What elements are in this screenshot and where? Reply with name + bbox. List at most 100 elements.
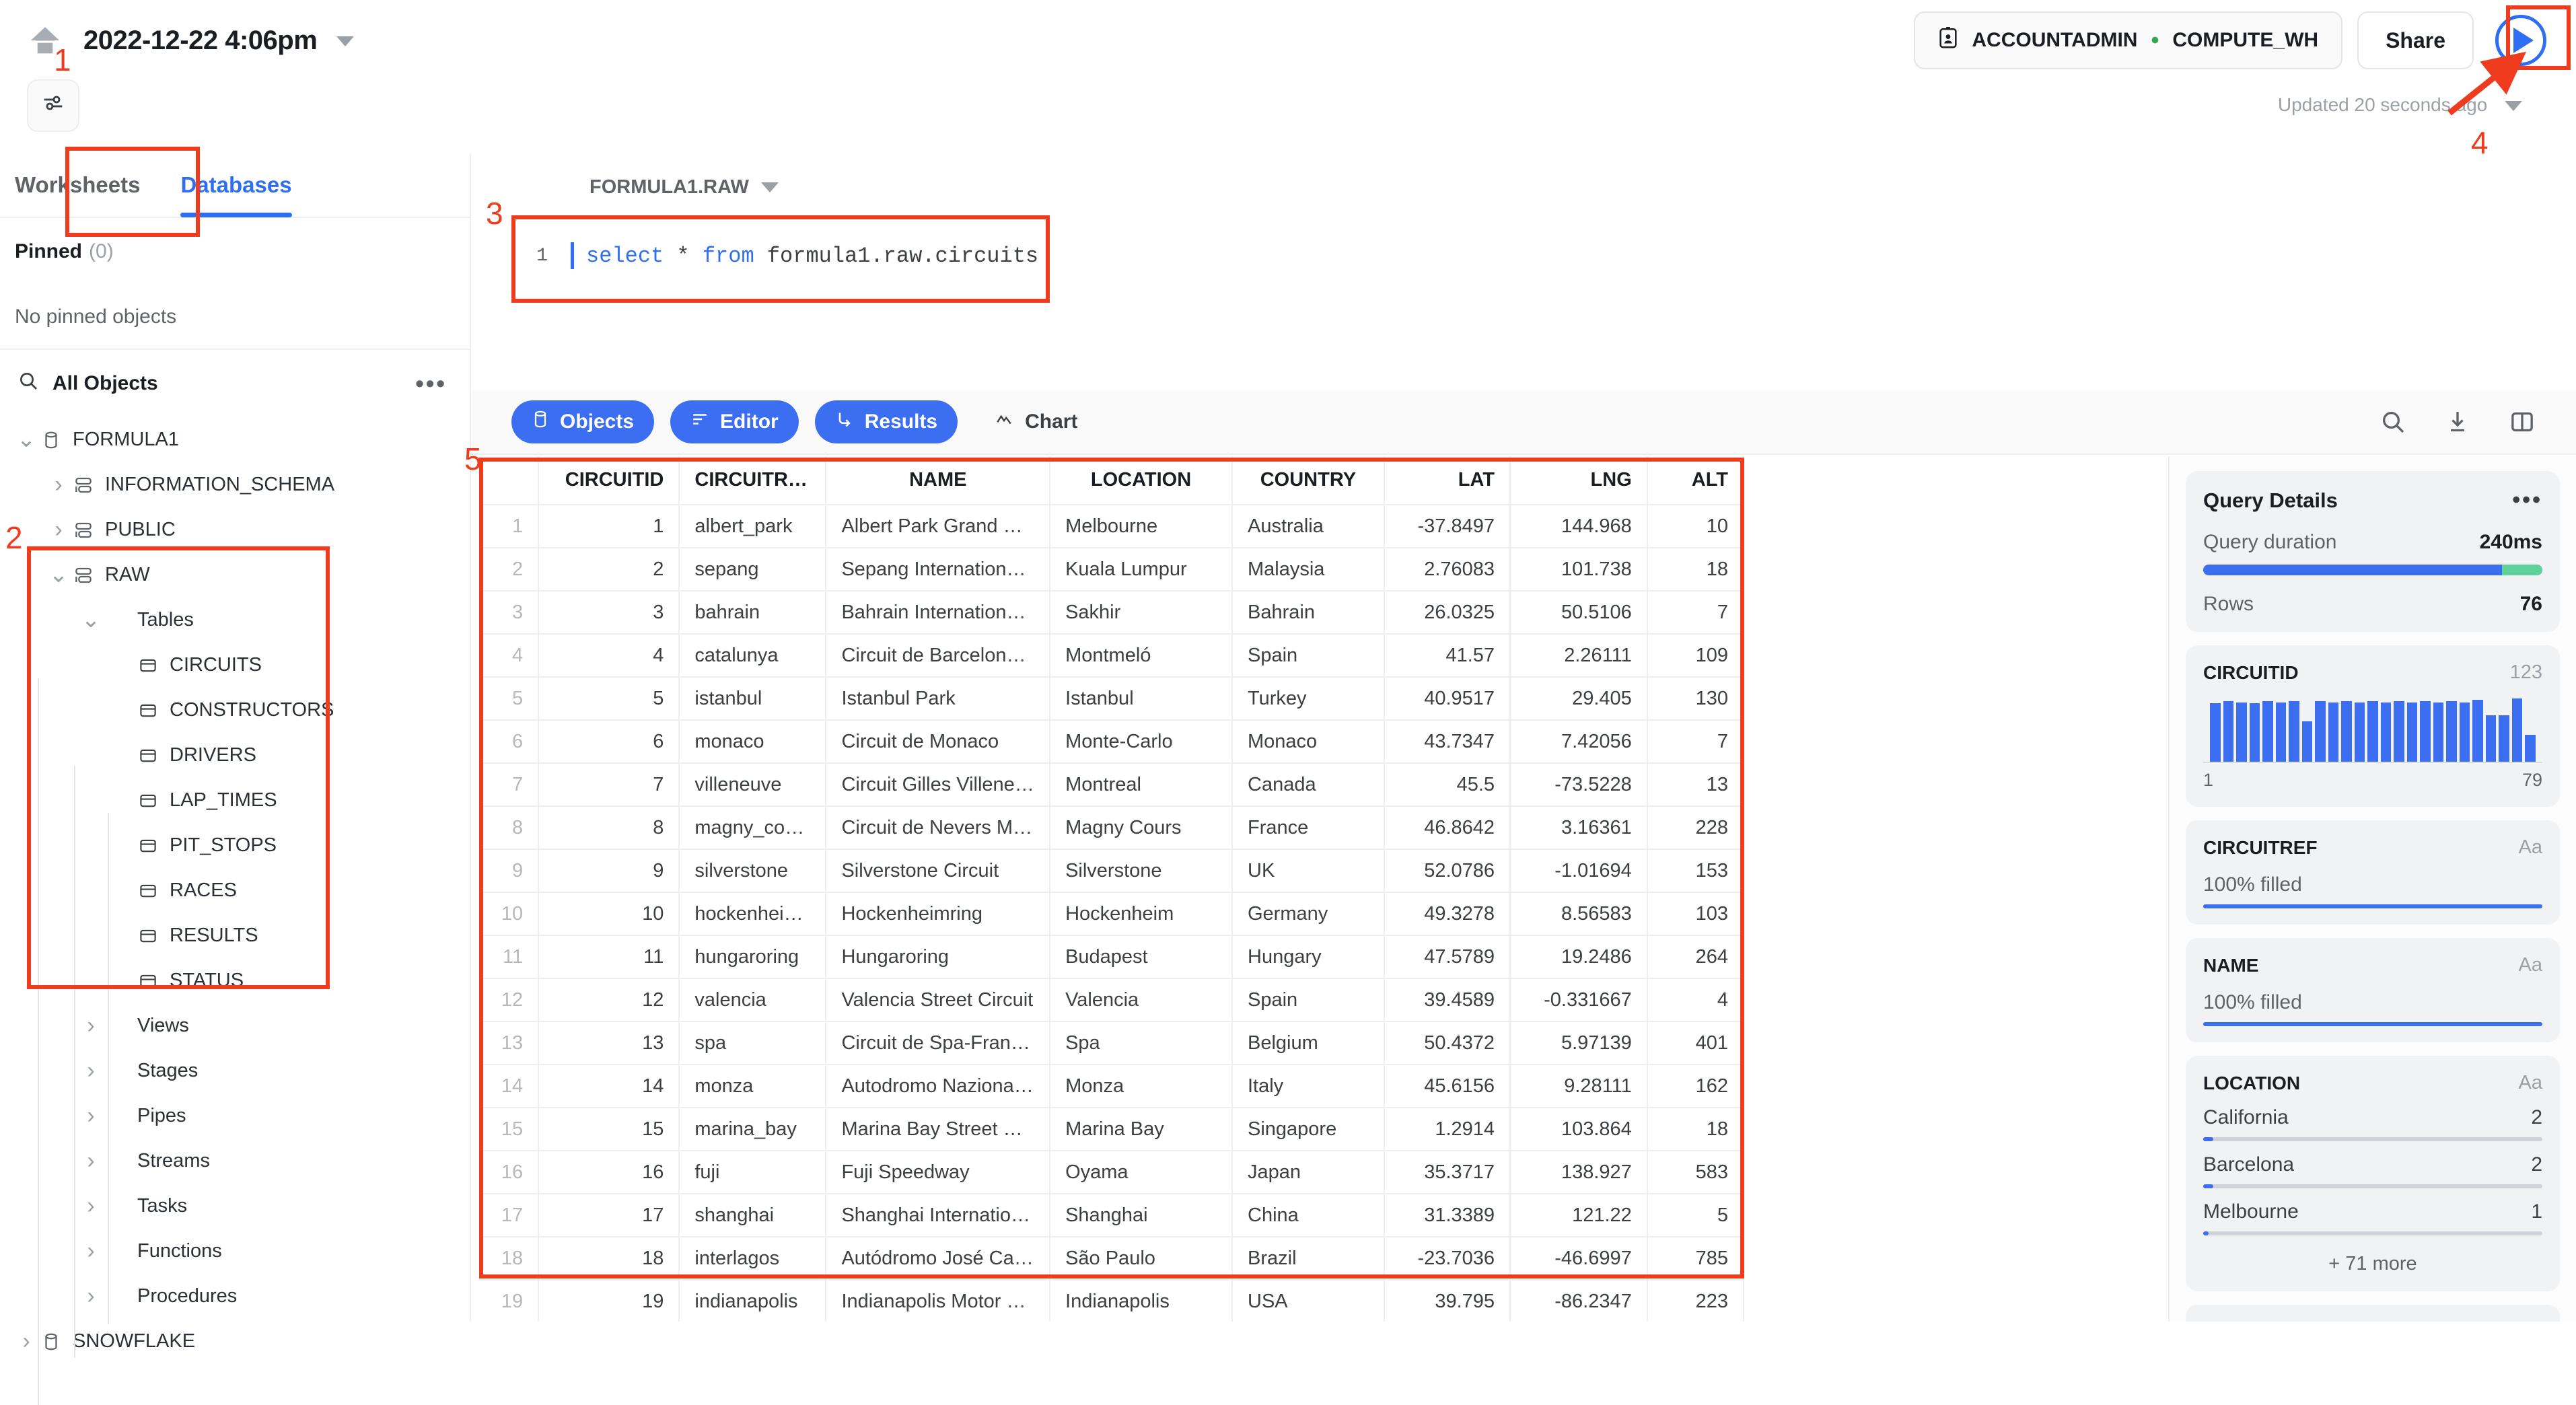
table-col-header[interactable]: ALT bbox=[1647, 456, 1744, 505]
table-cell[interactable]: Montreal bbox=[1050, 763, 1233, 807]
table-cell[interactable]: São Paulo bbox=[1050, 1237, 1233, 1281]
query-details-panel[interactable]: Query Details ••• Query duration 240ms R… bbox=[2168, 456, 2576, 1322]
table-cell[interactable]: monaco bbox=[679, 720, 827, 764]
table-cell[interactable]: fuji bbox=[679, 1151, 827, 1194]
chevron-right-icon[interactable]: › bbox=[87, 1193, 95, 1219]
table-cell[interactable]: 39.795 bbox=[1384, 1280, 1511, 1322]
table-cell[interactable]: 5 bbox=[1647, 1194, 1744, 1237]
table-cell[interactable]: Spain bbox=[1232, 634, 1385, 678]
table-row[interactable]: 12 12 valencia Valencia Street Circuit Valen… bbox=[479, 978, 1744, 1022]
chevron-down-icon[interactable]: ⌄ bbox=[81, 606, 101, 633]
table-cell[interactable]: 19.2486 bbox=[1510, 935, 1648, 979]
table-cell[interactable]: 3 bbox=[538, 591, 680, 635]
table-cell[interactable]: 9.28111 bbox=[1510, 1065, 1648, 1108]
table-cell[interactable]: 4 bbox=[538, 634, 680, 678]
sql-editor[interactable]: 1 select * from formula1.raw.circuits bbox=[506, 218, 1050, 293]
results-table-container[interactable]: CIRCUITID CIRCUITREF NAME LOCATION COUNTRY LA… bbox=[479, 456, 1744, 1322]
tab-chart[interactable]: Chart bbox=[974, 400, 1098, 443]
table-cell[interactable]: 45.6156 bbox=[1384, 1065, 1511, 1108]
table-cell[interactable]: Silverstone bbox=[1050, 849, 1233, 893]
chevron-right-icon[interactable]: › bbox=[22, 1328, 30, 1354]
table-cell[interactable]: 785 bbox=[1647, 1237, 1744, 1281]
table-cell[interactable]: 153 bbox=[1647, 849, 1744, 893]
table-cell[interactable]: 45.5 bbox=[1384, 763, 1511, 807]
table-cell[interactable]: 16 bbox=[538, 1151, 680, 1194]
table-cell[interactable]: 12 bbox=[538, 978, 680, 1022]
table-cell[interactable]: Shanghai bbox=[1050, 1194, 1233, 1237]
table-cell[interactable]: 7.42056 bbox=[1510, 720, 1648, 764]
table-cell[interactable]: UK bbox=[1232, 849, 1385, 893]
table-col-header[interactable]: NAME bbox=[826, 456, 1051, 505]
table-cell[interactable]: 8.56583 bbox=[1510, 892, 1648, 936]
table-cell[interactable]: Singapore bbox=[1232, 1108, 1385, 1151]
table-cell[interactable]: indianapolis bbox=[679, 1280, 827, 1322]
table-cell[interactable]: 109 bbox=[1647, 634, 1744, 678]
table-cell[interactable]: 11 bbox=[538, 935, 680, 979]
table-cell[interactable]: Shanghai International Circuit bbox=[826, 1194, 1051, 1237]
table-cell[interactable]: 103 bbox=[1647, 892, 1744, 936]
table-cell[interactable]: Sepang International Circuit bbox=[826, 548, 1051, 591]
table-cell[interactable]: Monaco bbox=[1232, 720, 1385, 764]
table-col-header[interactable]: CIRCUITID bbox=[538, 456, 680, 505]
table-cell[interactable]: France bbox=[1232, 806, 1385, 850]
table-cell[interactable]: 7 bbox=[538, 763, 680, 807]
table-cell[interactable]: Canada bbox=[1232, 763, 1385, 807]
table-cell[interactable]: 18 bbox=[1647, 1108, 1744, 1151]
table-cell[interactable]: 50.4372 bbox=[1384, 1021, 1511, 1065]
tree-node-pipes[interactable]: › Pipes bbox=[0, 1093, 470, 1139]
role-warehouse-selector[interactable]: ACCOUNTADMIN • COMPUTE_WH bbox=[1914, 11, 2343, 69]
table-cell[interactable]: 18 bbox=[538, 1237, 680, 1281]
table-cell[interactable]: marina_bay bbox=[679, 1108, 827, 1151]
table-cell[interactable]: 101.738 bbox=[1510, 548, 1648, 591]
table-cell[interactable]: Hockenheim bbox=[1050, 892, 1233, 936]
table-cell[interactable]: 40.9517 bbox=[1384, 677, 1511, 721]
table-row[interactable]: 15 15 marina_bay Marina Bay Street Circuit M… bbox=[479, 1108, 1744, 1151]
column-values-more[interactable]: + 71 more bbox=[2328, 1253, 2417, 1274]
table-cell[interactable]: 401 bbox=[1647, 1021, 1744, 1065]
table-cell[interactable]: Hungaroring bbox=[826, 935, 1051, 979]
table-cell[interactable]: 228 bbox=[1647, 806, 1744, 850]
table-cell[interactable]: -23.7036 bbox=[1384, 1237, 1511, 1281]
table-cell[interactable]: 19 bbox=[538, 1280, 680, 1322]
tab-databases[interactable]: Databases bbox=[180, 153, 292, 217]
table-cell[interactable]: Autodromo Nazionale di Monza bbox=[826, 1065, 1051, 1108]
table-cell[interactable]: Circuit de Nevers Magny-Cours bbox=[826, 806, 1051, 850]
tree-node-public[interactable]: › PUBLIC bbox=[0, 507, 470, 552]
tree-node-stages[interactable]: › Stages bbox=[0, 1048, 470, 1093]
table-cell[interactable]: 3.16361 bbox=[1510, 806, 1648, 850]
table-cell[interactable]: Monte-Carlo bbox=[1050, 720, 1233, 764]
table-row[interactable]: 11 11 hungaroring Hungaroring Budapest Hungar… bbox=[479, 935, 1744, 979]
table-cell[interactable]: Germany bbox=[1232, 892, 1385, 936]
tree-node-constructors[interactable]: CONSTRUCTORS bbox=[0, 688, 470, 733]
table-col-header[interactable]: LAT bbox=[1384, 456, 1511, 505]
table-cell[interactable]: 264 bbox=[1647, 935, 1744, 979]
table-cell[interactable]: hockenheimring bbox=[679, 892, 827, 936]
table-cell[interactable]: -73.5228 bbox=[1510, 763, 1648, 807]
table-cell[interactable]: -1.01694 bbox=[1510, 849, 1648, 893]
table-cell[interactable]: 103.864 bbox=[1510, 1108, 1648, 1151]
tree-node-raw[interactable]: ⌄ RAW bbox=[0, 552, 470, 598]
table-cell[interactable]: 50.5106 bbox=[1510, 591, 1648, 635]
table-cell[interactable]: valencia bbox=[679, 978, 827, 1022]
table-cell[interactable]: sepang bbox=[679, 548, 827, 591]
table-row[interactable]: 10 10 hockenheimring Hockenheimring Hockenhe… bbox=[479, 892, 1744, 936]
table-cell[interactable]: Oyama bbox=[1050, 1151, 1233, 1194]
table-cell[interactable]: 52.0786 bbox=[1384, 849, 1511, 893]
tree-node-views[interactable]: › Views bbox=[0, 1003, 470, 1048]
chevron-down-icon[interactable]: ⌄ bbox=[16, 426, 36, 452]
table-cell[interactable]: 14 bbox=[538, 1065, 680, 1108]
tree-node-information-schema[interactable]: › INFORMATION_SCHEMA bbox=[0, 462, 470, 507]
table-cell[interactable]: catalunya bbox=[679, 634, 827, 678]
all-objects-row[interactable]: All Objects ••• bbox=[0, 350, 470, 417]
search-icon[interactable] bbox=[2380, 408, 2406, 435]
table-cell[interactable]: -0.331667 bbox=[1510, 978, 1648, 1022]
table-cell[interactable]: -37.8497 bbox=[1384, 505, 1511, 548]
table-cell[interactable]: Bahrain bbox=[1232, 591, 1385, 635]
worksheet-settings-button[interactable] bbox=[27, 79, 79, 132]
table-cell[interactable]: Marina Bay bbox=[1050, 1108, 1233, 1151]
column-value-row[interactable]: California 2 bbox=[2203, 1106, 2542, 1129]
